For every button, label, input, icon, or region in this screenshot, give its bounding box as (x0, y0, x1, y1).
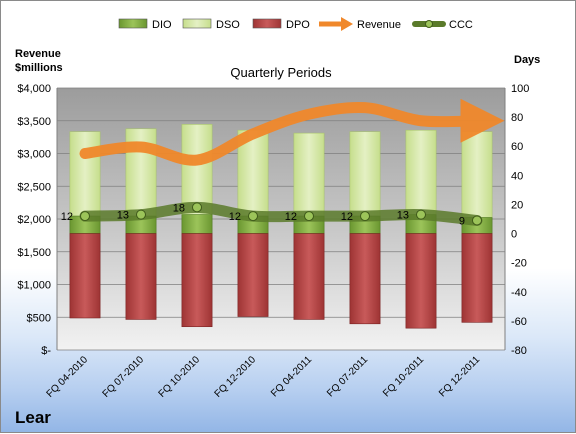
revenue-legend-arrowhead (341, 17, 353, 31)
company-name: Lear (15, 408, 51, 427)
right-tick-label: -40 (511, 287, 527, 299)
right-tick-label: 40 (511, 170, 523, 182)
dso-bar (69, 131, 101, 217)
dpo-bar (461, 233, 493, 323)
dpo-bar (181, 233, 213, 328)
ccc-marker (416, 209, 426, 220)
revenue-line (79, 98, 505, 166)
ccc-data-label: 12 (61, 211, 73, 223)
dpo-bar (405, 233, 437, 329)
ccc-marker (80, 211, 90, 222)
ccc-marker (360, 211, 370, 222)
right-tick-label: 20 (511, 199, 523, 211)
x-tick-label: FQ 12-2010 (213, 354, 259, 400)
right-tick-label: 60 (511, 141, 523, 153)
dso-legend-swatch (182, 18, 212, 29)
bars (69, 124, 493, 329)
ccc-data-label: 12 (341, 211, 353, 223)
dpo-bar (69, 233, 101, 319)
left-tick-label: $1,500 (17, 247, 51, 259)
ccc-data-label: 12 (229, 211, 241, 223)
x-tick-label: FQ 04-2010 (45, 354, 91, 400)
left-tick-label: $4,000 (17, 83, 51, 95)
dio-legend-label: DIO (152, 19, 172, 31)
x-tick-label: FQ 10-2011 (381, 354, 426, 399)
ccc-legend-marker (425, 20, 433, 28)
ccc-data-label: 13 (117, 210, 129, 222)
ccc-marker (472, 215, 482, 226)
right-axis-title: Days (514, 54, 540, 66)
dso-bar (293, 132, 325, 217)
ccc-marker (304, 211, 314, 222)
chart-title: Quarterly Periods (230, 65, 332, 80)
dio-legend-swatch (118, 18, 148, 29)
x-axis: FQ 04-2010 FQ 07-2010 FQ 10-2010 FQ 12-2010… (45, 354, 483, 400)
right-tick-label: 0 (511, 229, 517, 241)
right-tick-label: -60 (511, 316, 527, 328)
dio-bar (181, 214, 213, 234)
x-tick-label: FQ 07-2011 (325, 354, 370, 399)
dpo-legend-label: DPO (286, 19, 310, 31)
dso-legend-label: DSO (216, 19, 240, 31)
series-lines: 12 13 18 12 12 12 13 9 (61, 98, 505, 227)
left-axis-title-line-2: $millions (15, 62, 63, 74)
dso-bar (461, 131, 493, 218)
ccc-data-label: 9 (459, 215, 465, 227)
x-tick-label: FQ 10-2010 (157, 354, 203, 400)
ccc-marker (136, 209, 146, 220)
left-tick-label: $2,000 (17, 214, 51, 226)
dso-bar (349, 131, 381, 217)
dpo-bar (237, 233, 269, 317)
legend: DIO DSO DPO Revenue CCC (118, 17, 473, 31)
right-tick-label: 80 (511, 112, 523, 124)
x-tick-label: FQ 04-2011 (269, 354, 314, 399)
dpo-bar (349, 233, 381, 325)
ccc-legend-label: CCC (449, 19, 473, 31)
dpo-legend-swatch (252, 18, 282, 29)
dso-bar (181, 124, 213, 215)
left-axis: $- $500 $1,000 $1,500 $2,000 $2,500 $3,000 $3,5… (17, 83, 58, 357)
ccc-data-label: 12 (285, 211, 297, 223)
left-tick-label: $2,500 (17, 181, 51, 193)
left-tick-label: $- (41, 345, 51, 357)
x-tick-label: FQ 12-2011 (437, 354, 482, 399)
x-tick-label: FQ 07-2010 (101, 354, 147, 400)
right-tick-label: -20 (511, 258, 527, 270)
dpo-bar (293, 233, 325, 320)
left-tick-label: $1,000 (17, 280, 51, 292)
left-axis-title-line-1: Revenue (15, 48, 61, 60)
left-tick-label: $3,500 (17, 116, 51, 128)
right-tick-label: 100 (511, 83, 529, 95)
revenue-legend-label: Revenue (357, 19, 401, 31)
ccc-data-label: 13 (397, 210, 409, 222)
dso-bar (405, 129, 437, 215)
right-axis: -80 -60 -40 -20 0 20 40 60 80 100 (504, 83, 529, 357)
ccc-marker (192, 202, 202, 213)
left-tick-label: $3,000 (17, 149, 51, 161)
ccc-marker (248, 211, 258, 222)
right-tick-label: -80 (511, 345, 527, 357)
dpo-bar (125, 233, 157, 320)
ccc-data-label: 18 (173, 202, 185, 214)
left-tick-label: $500 (27, 312, 51, 324)
